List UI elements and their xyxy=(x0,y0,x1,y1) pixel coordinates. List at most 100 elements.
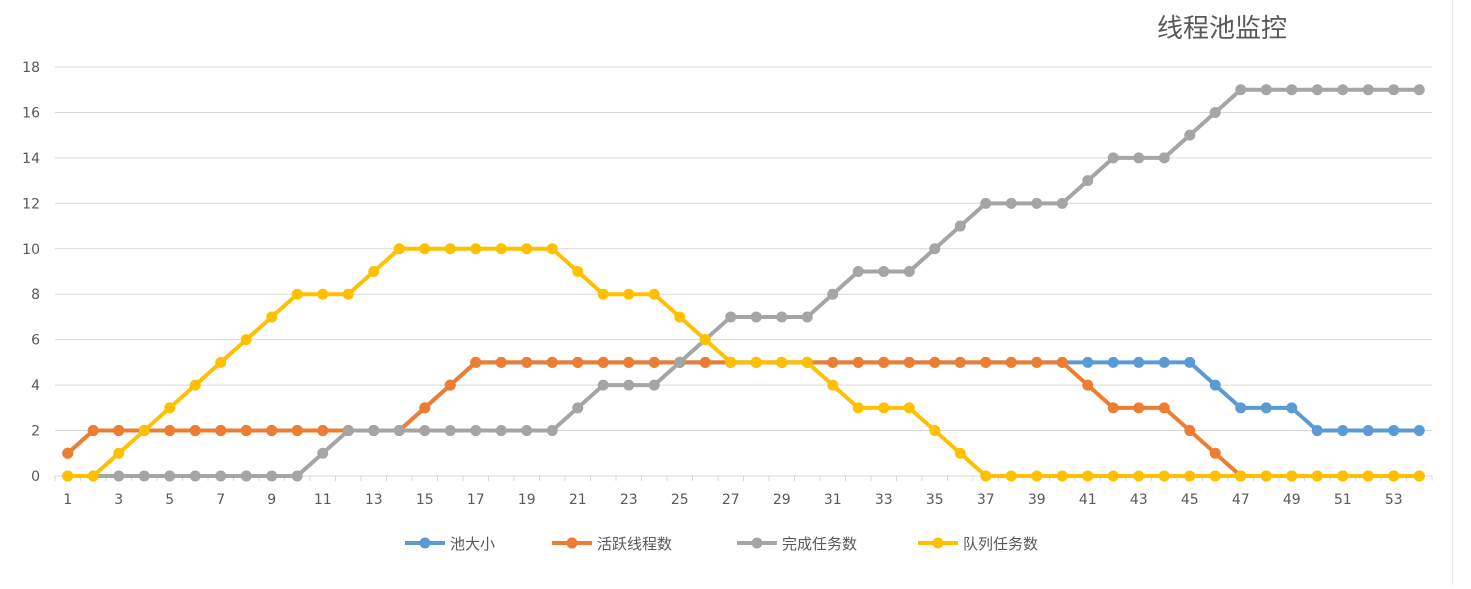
data-point xyxy=(291,470,303,482)
data-point xyxy=(1184,470,1196,482)
data-point xyxy=(495,356,507,368)
x-tick-label: 15 xyxy=(416,492,434,508)
data-point xyxy=(827,288,839,300)
y-axis: 0 2 4 6 8 10 12 14 16 18 xyxy=(22,60,40,485)
x-tick-label: 39 xyxy=(1028,492,1046,508)
legend-item: 队列任务数 xyxy=(918,535,1038,553)
y-tick-label: 10 xyxy=(22,242,40,258)
y-tick-label: 2 xyxy=(31,424,40,440)
data-point xyxy=(903,266,915,277)
data-point xyxy=(980,197,992,209)
data-point xyxy=(801,311,813,323)
y-tick-label: 4 xyxy=(31,378,40,394)
legend-label: 活跃线程数 xyxy=(597,535,672,553)
data-point xyxy=(1158,470,1170,482)
data-point xyxy=(240,334,252,346)
data-point xyxy=(929,356,941,368)
series-2 xyxy=(62,356,1425,482)
legend-marker xyxy=(932,537,944,549)
data-point xyxy=(495,243,507,255)
data-point xyxy=(852,402,864,414)
x-tick-label: 23 xyxy=(620,492,638,508)
data-point xyxy=(215,470,227,482)
series-line xyxy=(65,246,1422,478)
data-point xyxy=(1107,356,1119,368)
data-point xyxy=(827,379,839,391)
data-point xyxy=(1388,425,1400,437)
data-point xyxy=(1158,152,1170,164)
data-point xyxy=(572,402,584,414)
legend-marker xyxy=(751,537,763,549)
data-point xyxy=(699,334,711,346)
data-point xyxy=(1031,356,1043,368)
legend-label: 池大小 xyxy=(450,535,495,553)
data-point xyxy=(699,356,711,368)
data-point xyxy=(291,288,303,300)
x-tick-label: 37 xyxy=(977,492,995,508)
chart-right-border xyxy=(1452,0,1453,585)
data-point xyxy=(266,311,278,323)
x-tick-label: 43 xyxy=(1130,492,1148,508)
data-point xyxy=(470,425,482,437)
data-point xyxy=(546,425,558,437)
data-point xyxy=(1413,470,1425,482)
data-point xyxy=(903,356,915,368)
data-point xyxy=(393,243,405,255)
data-point xyxy=(62,470,74,482)
data-point xyxy=(572,266,584,277)
data-point xyxy=(903,402,915,414)
data-point xyxy=(1286,84,1298,96)
data-point xyxy=(648,379,660,391)
data-point xyxy=(521,425,533,437)
legend-marker xyxy=(419,537,431,549)
x-tick-label: 7 xyxy=(216,492,225,508)
x-tick-label: 29 xyxy=(773,492,791,508)
data-point xyxy=(87,470,99,482)
data-point xyxy=(597,379,609,391)
data-point xyxy=(1260,402,1272,414)
data-point xyxy=(138,425,150,437)
data-point xyxy=(1388,84,1400,96)
data-point xyxy=(1413,425,1425,437)
data-point xyxy=(1362,470,1374,482)
data-point xyxy=(1286,470,1298,482)
data-point xyxy=(1184,129,1196,141)
x-tick-label: 49 xyxy=(1283,492,1301,508)
series-1 xyxy=(62,356,1425,459)
data-point xyxy=(1235,470,1247,482)
data-point xyxy=(1107,152,1119,164)
data-point xyxy=(1005,356,1017,368)
x-axis: 1 3 5 7 9 11 13 15 17 19 21 23 25 27 29 31 33 35 37 39 41 43 4… xyxy=(54,476,1433,508)
chart-title: 线程池监控 xyxy=(1157,14,1287,44)
data-point xyxy=(189,379,201,391)
data-point xyxy=(878,402,890,414)
data-point xyxy=(1337,470,1349,482)
legend-item: 活跃线程数 xyxy=(552,535,672,553)
data-point xyxy=(164,470,176,482)
x-tick-label: 41 xyxy=(1079,492,1097,508)
legend-item: 完成任务数 xyxy=(737,535,857,553)
data-point xyxy=(929,243,941,255)
data-point xyxy=(1056,470,1068,482)
data-point xyxy=(1107,402,1119,414)
data-point xyxy=(495,425,507,437)
data-point xyxy=(1158,402,1170,414)
data-point xyxy=(1082,379,1094,391)
data-point xyxy=(1133,152,1145,164)
data-point xyxy=(878,266,890,277)
data-point xyxy=(1260,470,1272,482)
data-point xyxy=(1209,447,1221,459)
x-tick-label: 33 xyxy=(875,492,893,508)
data-point xyxy=(444,379,456,391)
y-tick-label: 16 xyxy=(22,105,40,121)
x-tick-label: 17 xyxy=(467,492,485,508)
data-point xyxy=(648,288,660,300)
data-point xyxy=(801,356,813,368)
data-point xyxy=(113,425,125,437)
x-tick-label: 9 xyxy=(267,492,276,508)
data-point xyxy=(1158,356,1170,368)
data-point xyxy=(1056,356,1068,368)
series-line xyxy=(65,87,1422,478)
data-point xyxy=(648,356,660,368)
data-point xyxy=(138,470,150,482)
